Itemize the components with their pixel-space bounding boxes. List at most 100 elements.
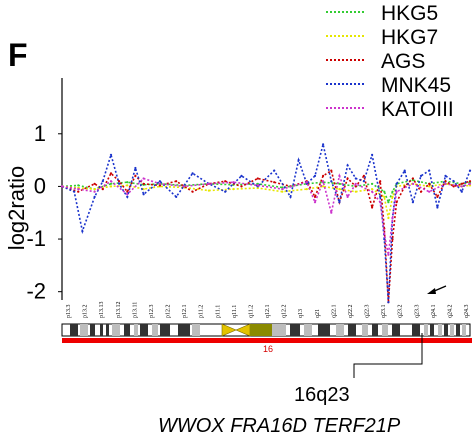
- series-layer: [60, 143, 472, 304]
- data-point: [109, 153, 113, 156]
- data-point: [158, 184, 161, 187]
- band-label: p13.13: [99, 302, 105, 319]
- data-point: [452, 180, 455, 183]
- data-point: [460, 185, 463, 188]
- ideogram-band: [336, 324, 344, 336]
- data-point: [460, 190, 463, 193]
- data-point: [330, 169, 333, 172]
- data-point: [330, 180, 333, 183]
- data-point: [391, 190, 394, 193]
- ideogram-band: [152, 324, 158, 336]
- chromosome-ideogram: [61, 323, 472, 343]
- ideogram-band: [124, 324, 130, 336]
- ideogram-band: [318, 324, 330, 336]
- data-point: [460, 182, 463, 185]
- ideogram-band: [450, 324, 454, 336]
- data-point: [383, 232, 386, 235]
- data-point: [207, 182, 210, 185]
- data-point: [468, 182, 472, 185]
- heterochromatin: [250, 324, 272, 336]
- ideogram-band: [382, 324, 388, 336]
- data-point: [371, 190, 374, 193]
- data-point: [387, 253, 390, 256]
- data-point: [383, 195, 386, 198]
- data-point: [93, 182, 96, 185]
- data-point: [240, 185, 243, 188]
- band-label: q12.2: [282, 305, 288, 319]
- data-point: [322, 174, 325, 177]
- legend-label: HKG7: [381, 26, 438, 49]
- band-label: q13: [298, 309, 304, 318]
- data-point: [232, 181, 235, 184]
- data-point: [281, 188, 284, 191]
- y-tick-label: -1: [26, 226, 46, 251]
- data-point: [436, 206, 439, 209]
- centromere-p: [221, 323, 237, 337]
- data-point: [142, 182, 145, 185]
- data-point: [338, 174, 341, 177]
- ideogram-band: [444, 324, 448, 336]
- data-point: [362, 174, 365, 177]
- data-point: [411, 177, 414, 180]
- data-point: [93, 190, 96, 193]
- band-label: p11.2: [199, 305, 205, 318]
- data-point: [142, 193, 145, 196]
- data-point: [109, 182, 113, 185]
- data-point: [77, 188, 80, 191]
- legend-item: KATOIII: [326, 98, 454, 121]
- data-point: [379, 195, 382, 198]
- band-label: q23.1: [381, 305, 387, 319]
- data-point: [142, 177, 145, 180]
- data-point: [444, 182, 447, 185]
- data-point: [387, 216, 390, 220]
- ideogram-band: [106, 324, 109, 336]
- band-label: p11.1: [215, 305, 221, 318]
- data-point: [436, 195, 439, 198]
- data-point: [395, 201, 398, 204]
- data-point: [322, 180, 325, 183]
- data-point: [387, 301, 390, 304]
- band-label: q11.2: [248, 305, 254, 318]
- data-point: [232, 188, 235, 191]
- data-point: [419, 190, 423, 193]
- band-label: q23.3: [414, 305, 420, 319]
- data-point: [109, 185, 113, 188]
- ideogram-band: [392, 324, 400, 336]
- data-point: [281, 186, 284, 189]
- data-point: [395, 182, 398, 185]
- data-point: [224, 190, 227, 193]
- band-label: p13.3: [66, 305, 72, 319]
- series-katoiii: [60, 173, 472, 256]
- data-point: [354, 182, 357, 185]
- ideogram-band: [438, 324, 442, 336]
- data-point: [428, 169, 431, 172]
- data-point: [109, 180, 113, 183]
- band-labels: p13.3 p13.2 p13.13 p13.12 p13.11 p12.3 p12.2 p1…: [66, 302, 470, 319]
- ideogram-band: [456, 324, 460, 336]
- band-label: p12.2: [166, 305, 172, 319]
- ideogram-band: [424, 324, 428, 336]
- data-point: [444, 174, 447, 177]
- data-point: [305, 181, 308, 184]
- data-point: [109, 172, 113, 175]
- data-point: [419, 174, 423, 177]
- ideogram-band: [192, 324, 200, 336]
- data-point: [354, 177, 357, 180]
- data-point: [346, 177, 349, 180]
- data-point: [118, 182, 121, 185]
- band-label: q11.1: [232, 305, 238, 318]
- series-line: [61, 144, 471, 303]
- y-tick-label: -2: [26, 279, 46, 304]
- data-point: [126, 195, 129, 198]
- data-point: [371, 188, 374, 191]
- annotation-leader: [353, 333, 423, 378]
- data-point: [81, 230, 84, 233]
- band-label: p12.1: [182, 305, 188, 319]
- data-point: [158, 182, 161, 185]
- data-point: [379, 201, 382, 204]
- band-label: q24.1: [431, 305, 437, 319]
- data-point: [256, 177, 259, 180]
- data-point: [322, 143, 325, 146]
- ideogram-band: [160, 324, 170, 336]
- data-point: [281, 190, 284, 193]
